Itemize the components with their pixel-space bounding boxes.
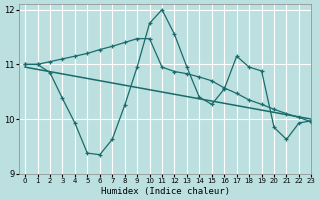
X-axis label: Humidex (Indice chaleur): Humidex (Indice chaleur) [100,187,230,196]
